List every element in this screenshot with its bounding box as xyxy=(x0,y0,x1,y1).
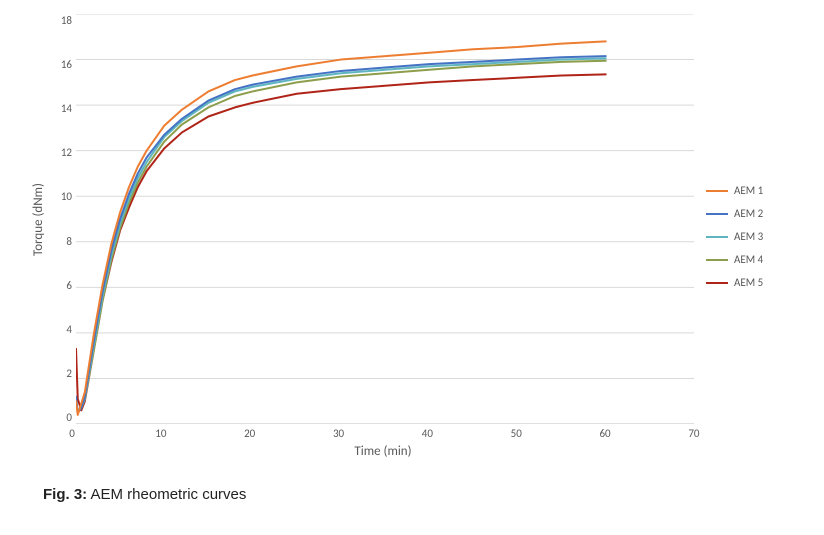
y-axis-label: Torque (dNm) xyxy=(31,183,46,256)
y-tick-label: 14 xyxy=(61,102,72,115)
y-tick-label: 10 xyxy=(61,190,72,203)
legend-swatch xyxy=(706,259,728,261)
legend-item: AEM 3 xyxy=(706,230,796,243)
y-tick-label: 0 xyxy=(66,411,72,424)
y-axis-ticks: 18 16 14 12 10 8 6 4 2 0 xyxy=(48,14,76,424)
series-line xyxy=(76,58,606,412)
chart: Torque (dNm) 18 16 14 12 10 8 6 4 2 0 01020304050… xyxy=(28,14,796,459)
y-tick-label: 12 xyxy=(61,146,72,159)
figure-caption: Fig. 3: AEM rheometric curves xyxy=(43,486,246,503)
figure-number: Fig. 3: xyxy=(43,486,87,503)
legend-label: AEM 4 xyxy=(734,253,763,266)
series-line xyxy=(76,56,606,412)
legend-swatch xyxy=(706,190,728,192)
series-line xyxy=(76,74,606,410)
figure-caption-text: AEM rheometric curves xyxy=(87,486,246,503)
y-tick-label: 6 xyxy=(66,279,72,292)
legend: AEM 1 AEM 2 AEM 3 AEM 4 AEM 5 xyxy=(694,14,796,459)
figure: Torque (dNm) 18 16 14 12 10 8 6 4 2 0 01020304050… xyxy=(0,0,824,535)
legend-label: AEM 1 xyxy=(734,184,763,197)
y-tick-label: 2 xyxy=(66,367,72,380)
series-line xyxy=(76,61,606,413)
line-chart-svg xyxy=(76,14,694,424)
x-axis-ticks: 010203040506070 xyxy=(72,427,694,440)
legend-swatch xyxy=(706,282,728,284)
y-tick-label: 8 xyxy=(66,235,72,248)
legend-label: AEM 5 xyxy=(734,276,763,289)
series-line xyxy=(76,41,606,415)
y-tick-label: 18 xyxy=(61,14,72,27)
y-tick-label: 4 xyxy=(66,323,72,336)
legend-swatch xyxy=(706,213,728,215)
legend-item: AEM 4 xyxy=(706,253,796,266)
x-axis-label: Time (min) xyxy=(72,444,694,459)
legend-item: AEM 2 xyxy=(706,207,796,220)
legend-item: AEM 5 xyxy=(706,276,796,289)
legend-item: AEM 1 xyxy=(706,184,796,197)
plot-area xyxy=(76,14,694,424)
y-axis-label-wrap: Torque (dNm) xyxy=(28,14,48,424)
y-tick-label: 16 xyxy=(61,58,72,71)
legend-label: AEM 3 xyxy=(734,230,763,243)
legend-label: AEM 2 xyxy=(734,207,763,220)
legend-swatch xyxy=(706,236,728,238)
